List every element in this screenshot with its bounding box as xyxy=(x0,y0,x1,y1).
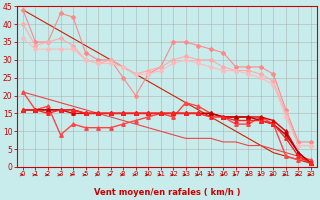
X-axis label: Vent moyen/en rafales ( km/h ): Vent moyen/en rafales ( km/h ) xyxy=(94,188,240,197)
